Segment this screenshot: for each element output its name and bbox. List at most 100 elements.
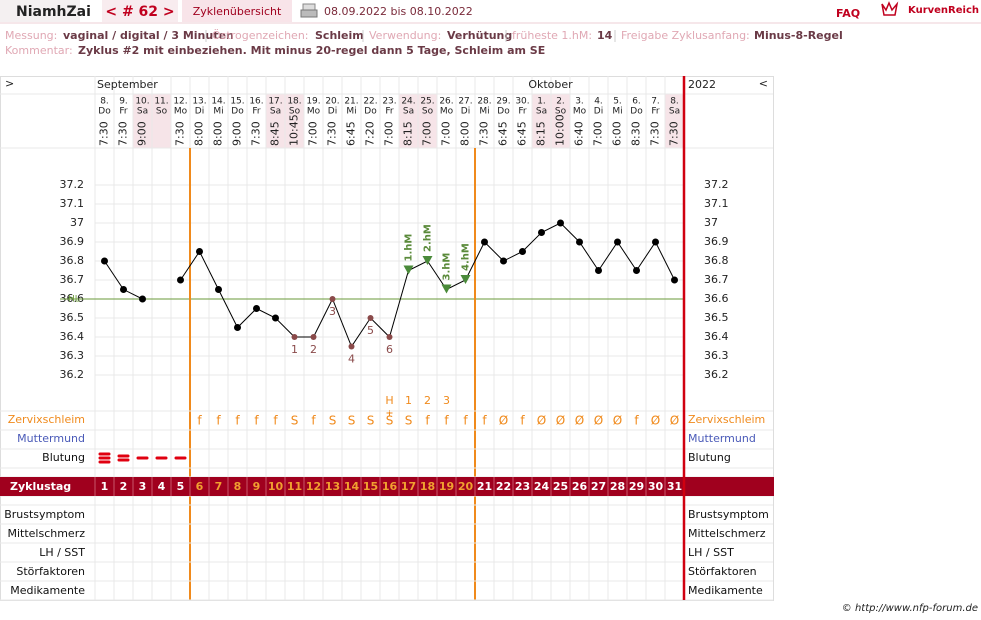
row-label: Zervixschleim (8, 413, 85, 426)
user-box (0, 0, 80, 22)
low-label: 4 (348, 353, 355, 366)
weekday: Mo (573, 107, 587, 117)
setting-label: Verwendung: (369, 29, 441, 42)
cycle-day: 1 (101, 480, 109, 493)
row-label: Muttermund (17, 432, 85, 445)
print-icon[interactable] (300, 3, 318, 18)
bleeding-stripe (136, 456, 149, 460)
y-tick-label: 36.9 (60, 235, 85, 248)
weekday: Di (594, 107, 603, 117)
point (215, 286, 222, 293)
cycle-day: 4 (158, 480, 166, 493)
bleeding-mark (117, 454, 130, 462)
mucus-symbol: f (235, 414, 240, 428)
weekend-shade (532, 94, 551, 148)
measure-time: 8:00 (193, 121, 206, 146)
row-label: Brustsymptom (4, 508, 85, 521)
point (538, 229, 545, 236)
measure-time: 7:00 (440, 121, 453, 146)
weekday: Do (630, 107, 643, 117)
cycle-day: 19 (439, 480, 454, 493)
mucus-symbol: Ø (613, 414, 622, 428)
cycle-band (0, 477, 774, 496)
measure-time: 8:30 (630, 121, 643, 146)
y-tick-label-right: 36.9 (704, 235, 729, 248)
y-tick-label-right: 36.2 (704, 368, 729, 381)
measure-time: 9:00 (136, 121, 149, 146)
point (272, 314, 279, 322)
y-tick-label: 36.5 (60, 311, 85, 324)
brand[interactable]: KurvenReich (908, 5, 979, 16)
cycle-day: 14 (344, 480, 360, 493)
high-point (403, 265, 414, 275)
day-number: 28. (477, 97, 491, 107)
day-number: 12. (173, 97, 187, 107)
weekday: So (422, 107, 434, 117)
mucus-symbol: Ø (537, 414, 546, 428)
setting-value: Minus-8-Regel (754, 29, 843, 42)
nav-left[interactable]: > (5, 77, 14, 90)
measure-time: 7:00 (421, 121, 434, 146)
point (101, 257, 108, 265)
y-tick-label-right: 37.2 (704, 178, 729, 191)
point (652, 238, 659, 246)
bleeding-stripe (98, 460, 111, 464)
cycle-nav[interactable]: < # 62 > (105, 4, 174, 20)
row-label: Mittelschmerz (7, 527, 85, 540)
cycle-day: 20 (458, 480, 474, 493)
measure-time: 7:30 (174, 121, 187, 146)
y-tick-label-right: 36.6 (704, 292, 729, 305)
low-label: 2 (310, 343, 317, 356)
overview-box[interactable] (182, 0, 292, 22)
y-tick-label: 36.8 (60, 254, 85, 267)
day-number: 13. (192, 97, 206, 107)
measure-time: 6:45 (516, 121, 529, 146)
cycle-day: 7 (215, 480, 223, 493)
weekend-shade (266, 94, 285, 148)
point (120, 286, 127, 293)
mucus-symbol: f (463, 414, 468, 428)
comment-label: Kommentar: (5, 44, 73, 57)
hl-label: HL (68, 295, 80, 305)
setting-value: Schleim (315, 29, 364, 42)
date-range: 08.09.2022 bis 08.10.2022 (324, 5, 473, 18)
overview-link[interactable]: Zyklenübersicht (193, 5, 282, 18)
nav-box[interactable] (102, 0, 178, 22)
measure-time: 6:00 (611, 121, 624, 146)
bleeding-mark (136, 456, 149, 460)
row-label-right: Störfaktoren (688, 565, 757, 578)
weekday: Mi (213, 107, 223, 117)
mucus-symbol: S (291, 414, 299, 428)
nav-right[interactable]: < (759, 77, 768, 90)
weekday: Mo (440, 107, 454, 117)
y-tick-label-right: 37 (704, 216, 718, 229)
bleeding-stripe (117, 454, 130, 458)
cycle-day: 31 (667, 480, 682, 493)
mucus-symbol: f (520, 414, 525, 428)
weekday: Fr (385, 107, 394, 117)
y-tick-label-right: 36.8 (704, 254, 729, 267)
high-point (422, 256, 433, 265)
cycle-day: 27 (591, 480, 606, 493)
peak-label: 2 (424, 394, 431, 407)
day-number: 14. (211, 97, 225, 107)
cycle-day: 28 (610, 480, 625, 493)
day-number: 18. (287, 97, 301, 107)
weekday: Mo (307, 107, 321, 117)
day-number: 25. (420, 97, 434, 107)
measure-time: 7:00 (592, 121, 605, 146)
measure-time: 8:15 (402, 121, 415, 146)
measure-time: 6:40 (573, 121, 586, 146)
y-tick-label-right: 36.7 (704, 273, 729, 286)
setting-label: Östrogenzeichen: (212, 29, 309, 42)
measure-time: 7:30 (326, 121, 339, 146)
cycle-day: 5 (177, 480, 185, 493)
mucus-symbol: f (311, 414, 316, 428)
cycle-day: 24 (534, 480, 550, 493)
measure-time: 7:20 (364, 121, 377, 146)
day-number: 10. (135, 97, 149, 107)
faq-link[interactable]: FAQ (836, 7, 860, 20)
measure-time: 7:00 (383, 121, 396, 146)
low-point (310, 334, 317, 340)
